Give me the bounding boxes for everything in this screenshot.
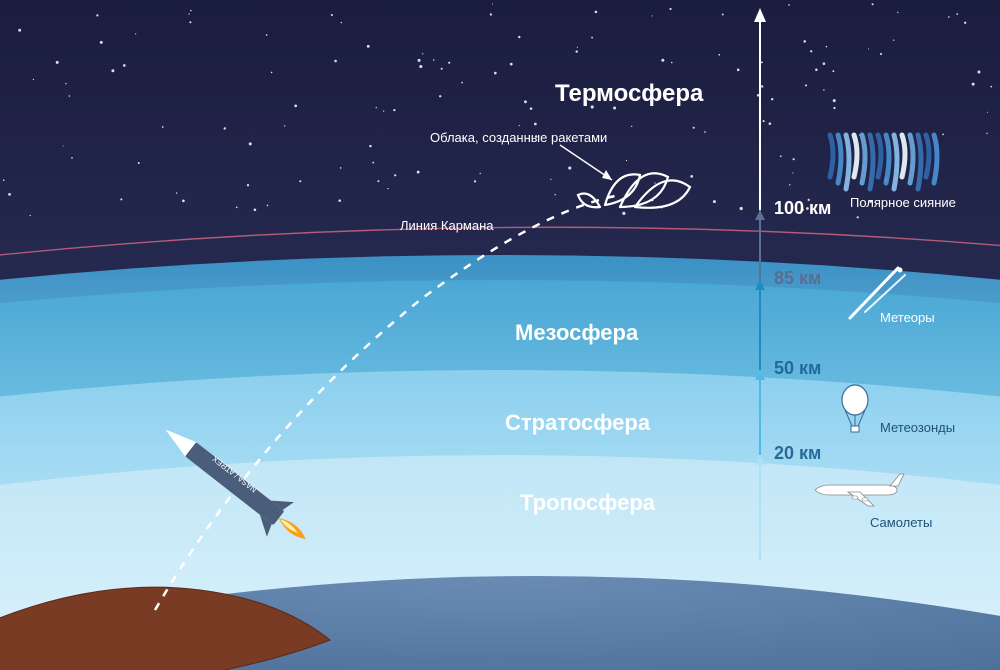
atmosphere-diagram: NASA / ATREX	[0, 0, 1000, 670]
aurora-label: Полярное сияние	[850, 195, 956, 210]
altitude-100km-label: 100 км	[774, 198, 831, 219]
balloon-label: Метеозонды	[880, 420, 955, 435]
rocket-clouds-label: Облака, созданные ракетами	[430, 130, 607, 145]
stratosphere-label: Стратосфера	[505, 410, 650, 436]
altitude-50km-label: 50 км	[774, 358, 821, 379]
mesosphere-label: Мезосфера	[515, 320, 638, 346]
troposphere-label: Тропосфера	[520, 490, 655, 516]
meteors-label: Метеоры	[880, 310, 935, 325]
karman-line-label: Линия Кармана	[400, 218, 494, 233]
altitude-85km-label: 85 км	[774, 268, 821, 289]
airplane-label: Самолеты	[870, 515, 932, 530]
altitude-20km-label: 20 км	[774, 443, 821, 464]
thermosphere-label: Термосфера	[555, 80, 703, 108]
